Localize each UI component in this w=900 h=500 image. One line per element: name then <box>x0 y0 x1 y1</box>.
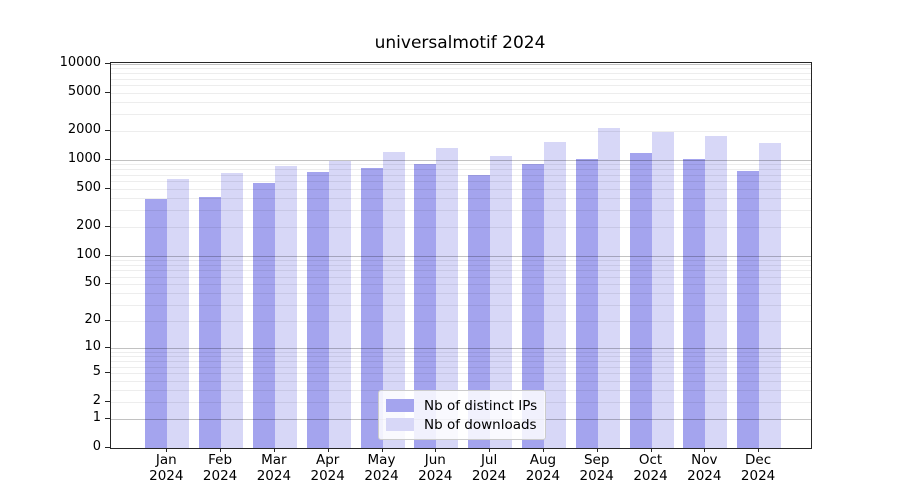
y-tick-mark <box>105 447 110 448</box>
bar-sep-downloads <box>597 128 620 448</box>
legend-label: Nb of downloads <box>424 416 537 433</box>
x-tick-label-may: May 2024 <box>364 452 399 484</box>
bar-apr-distinct-ips <box>306 172 329 448</box>
bar-jun-distinct-ips <box>414 163 437 448</box>
y-tick-mark <box>105 254 110 256</box>
bars-layer <box>111 63 811 448</box>
bar-apr-downloads <box>328 161 351 448</box>
x-tick-mark <box>435 447 437 452</box>
bar-aug-downloads <box>543 141 566 448</box>
x-tick-mark <box>596 447 598 452</box>
x-tick-mark <box>220 447 222 452</box>
x-tick-mark <box>542 447 544 452</box>
x-tick-mark <box>704 447 706 452</box>
x-tick-mark <box>166 447 168 452</box>
x-tick-label-jun: Jun 2024 <box>418 452 453 484</box>
y-tick-mark <box>105 187 110 189</box>
legend-label: Nb of distinct IPs <box>424 397 538 414</box>
x-tick-label-nov: Nov 2024 <box>687 452 722 484</box>
y-tick-mark <box>105 347 110 348</box>
bar-mar-downloads <box>274 165 297 448</box>
legend-swatch-icon <box>386 399 414 412</box>
y-tick-label-50: 50 <box>84 275 101 291</box>
bar-oct-downloads <box>651 131 674 448</box>
bar-may-downloads <box>382 152 405 448</box>
bar-mar-distinct-ips <box>252 182 275 448</box>
x-tick-label-feb: Feb 2024 <box>202 452 238 484</box>
x-tick-label-mar: Mar 2024 <box>256 452 292 484</box>
bar-nov-distinct-ips <box>683 158 706 448</box>
y-tick-mark <box>105 63 110 64</box>
y-tick-mark <box>105 283 110 285</box>
plot-area <box>110 62 812 449</box>
x-tick-label-apr: Apr 2024 <box>310 452 345 484</box>
y-tick-label-2000: 2000 <box>67 122 101 138</box>
bar-jun-downloads <box>436 148 459 448</box>
bar-nov-downloads <box>705 135 728 448</box>
y-tick-mark <box>105 418 110 420</box>
bar-jul-distinct-ips <box>468 175 491 448</box>
bar-oct-distinct-ips <box>629 153 652 448</box>
x-tick-mark <box>273 447 275 452</box>
bar-dec-distinct-ips <box>737 171 760 448</box>
y-tick-label-10000: 10000 <box>59 55 101 70</box>
legend: Nb of distinct IPs Nb of downloads <box>378 390 546 440</box>
bar-may-distinct-ips <box>360 168 383 448</box>
y-tick-mark <box>105 401 110 403</box>
y-tick-label-200: 200 <box>76 217 101 233</box>
y-tick-label-5: 5 <box>92 364 101 380</box>
y-tick-label-100: 100 <box>76 246 101 262</box>
x-tick-label-jul: Jul 2024 <box>471 452 507 484</box>
x-tick-mark <box>327 447 329 452</box>
x-tick-label-dec: Dec 2024 <box>740 452 776 484</box>
x-tick-label-sep: Sep 2024 <box>579 452 614 484</box>
bar-feb-downloads <box>221 173 244 448</box>
bar-dec-downloads <box>759 143 782 448</box>
bar-jan-distinct-ips <box>145 198 168 448</box>
y-tick-label-5000: 5000 <box>67 83 101 99</box>
bar-feb-distinct-ips <box>199 196 222 448</box>
y-tick-mark <box>105 130 110 132</box>
y-tick-label-1000: 1000 <box>67 151 101 166</box>
y-tick-label-1: 1 <box>92 410 101 426</box>
y-tick-mark <box>105 159 110 160</box>
bar-jan-downloads <box>167 178 190 448</box>
x-tick-mark <box>650 447 652 452</box>
y-tick-mark <box>105 372 110 374</box>
y-tick-mark <box>105 320 110 322</box>
x-tick-mark <box>758 447 760 452</box>
y-tick-label-10: 10 <box>84 339 101 354</box>
bar-sep-distinct-ips <box>575 158 598 448</box>
x-tick-mark <box>489 447 491 452</box>
legend-swatch-icon <box>386 418 414 431</box>
y-tick-mark <box>105 225 110 227</box>
x-tick-label-aug: Aug 2024 <box>525 452 561 484</box>
x-tick-mark <box>381 447 383 452</box>
y-tick-mark <box>105 91 110 93</box>
x-tick-label-jan: Jan 2024 <box>149 452 184 484</box>
bar-aug-distinct-ips <box>521 164 544 448</box>
x-tick-label-oct: Oct 2024 <box>633 452 668 484</box>
y-tick-label-2: 2 <box>92 393 101 409</box>
legend-entry-distinct-ips: Nb of distinct IPs <box>386 396 537 415</box>
bar-jul-downloads <box>490 155 513 448</box>
y-tick-label-20: 20 <box>84 312 101 328</box>
y-tick-label-500: 500 <box>76 179 101 195</box>
legend-entry-downloads: Nb of downloads <box>386 415 537 434</box>
y-tick-label-0: 0 <box>92 439 101 454</box>
chart-title: universalmotif 2024 <box>374 33 546 53</box>
